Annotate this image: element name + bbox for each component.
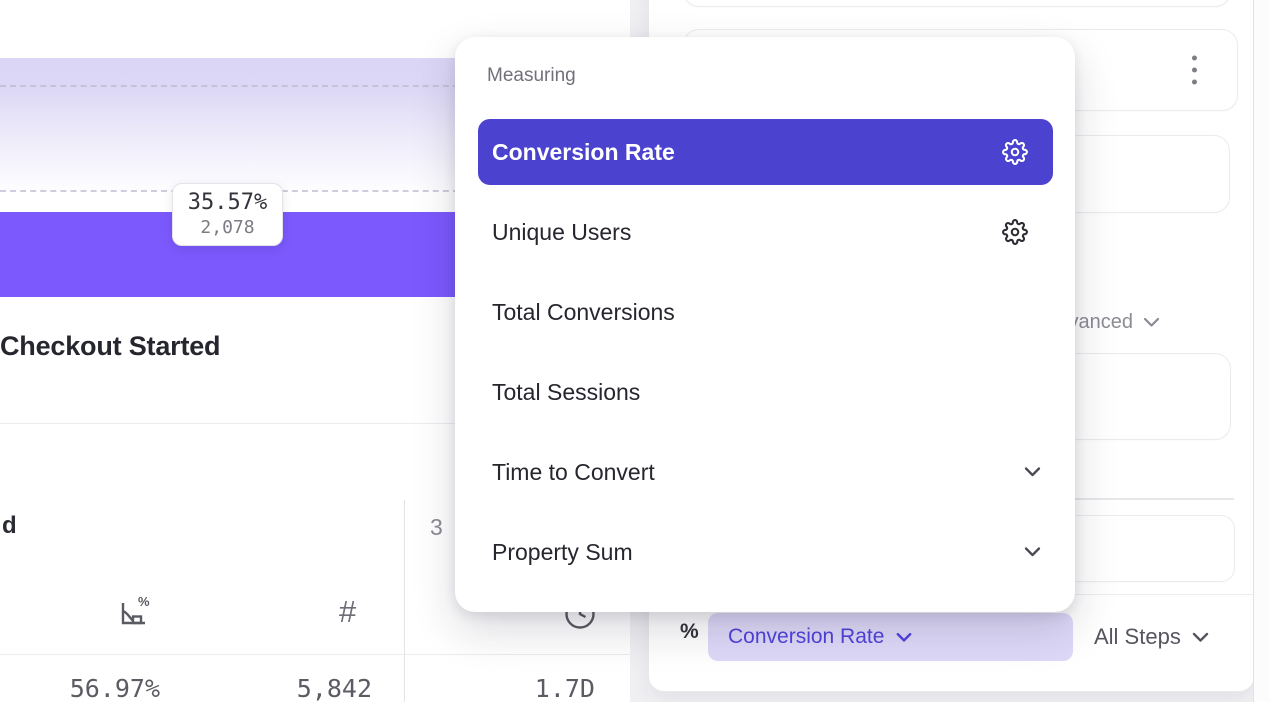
gear-icon[interactable] [1002, 219, 1028, 245]
chevron-down-icon [1024, 547, 1041, 558]
menu-item-total-conversions[interactable]: Total Conversions [492, 298, 675, 325]
svg-text:%: % [138, 594, 150, 609]
menu-header: Measuring [487, 65, 576, 86]
panel-right-gutter [1253, 0, 1270, 702]
hash-icon: # [339, 594, 357, 629]
chevron-down-icon [1143, 317, 1160, 327]
metric-value-count: 5,842 [296, 674, 372, 702]
builder-row-partial[interactable] [683, 0, 1231, 7]
conversion-rate-icon: % [114, 592, 154, 632]
step-label: Checkout Started [0, 331, 221, 361]
chart-tooltip: 35.57% 2,078 [172, 183, 283, 246]
table-next-step-header-fragment: 3 [430, 514, 443, 540]
gridline-dashed-top [0, 85, 630, 87]
chevron-down-icon [1024, 467, 1041, 478]
tooltip-count: 2,078 [200, 217, 255, 238]
steps-selector-label: All Steps [1094, 624, 1181, 649]
table-row-divider [0, 654, 630, 655]
table-step-header-fragment: d [2, 512, 17, 539]
metric-value-time-to-convert: 1.7D [534, 674, 595, 702]
metric-pill-label: Conversion Rate [728, 625, 885, 648]
menu-item-total-sessions[interactable]: Total Sessions [492, 378, 641, 405]
table-top-divider [0, 423, 630, 424]
tooltip-conversion-rate: 35.57% [187, 190, 268, 215]
steps-selector[interactable]: All Steps [1094, 607, 1209, 667]
gridline-dashed-bottom [0, 190, 630, 192]
metric-value-conversion-rate: 56.97% [69, 674, 160, 702]
chevron-down-icon [1192, 632, 1209, 642]
menu-item-unique-users[interactable]: Unique Users [455, 192, 1075, 272]
kebab-menu-icon[interactable] [1192, 55, 1197, 85]
percent-prefix: % [680, 620, 699, 643]
chevron-down-icon [897, 632, 912, 642]
menu-list: Conversion Rate Unique Users Total Conve… [455, 112, 1075, 592]
menu-item-conversion-rate[interactable]: Conversion Rate [455, 112, 1075, 192]
selected-item-background [478, 119, 1053, 185]
measuring-dropdown-menu: Measuring Conversion Rate Unique Users T… [455, 37, 1075, 612]
metric-selector-pill[interactable]: Conversion Rate [708, 613, 1073, 661]
gear-icon[interactable] [1002, 139, 1028, 165]
menu-item-property-sum[interactable]: Property Sum [455, 512, 1075, 592]
menu-item-time-to-convert[interactable]: Time to Convert [455, 432, 1075, 512]
builder-footer: % Conversion Rate All Steps [649, 607, 1254, 667]
table-column-divider [404, 500, 405, 702]
